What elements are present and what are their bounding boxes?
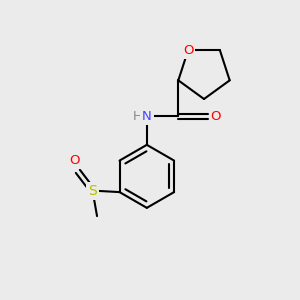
- Text: O: O: [69, 154, 80, 167]
- Text: H: H: [133, 110, 142, 123]
- Text: O: O: [183, 44, 194, 57]
- Text: O: O: [211, 110, 221, 123]
- Text: N: N: [142, 110, 152, 123]
- Text: S: S: [88, 184, 97, 198]
